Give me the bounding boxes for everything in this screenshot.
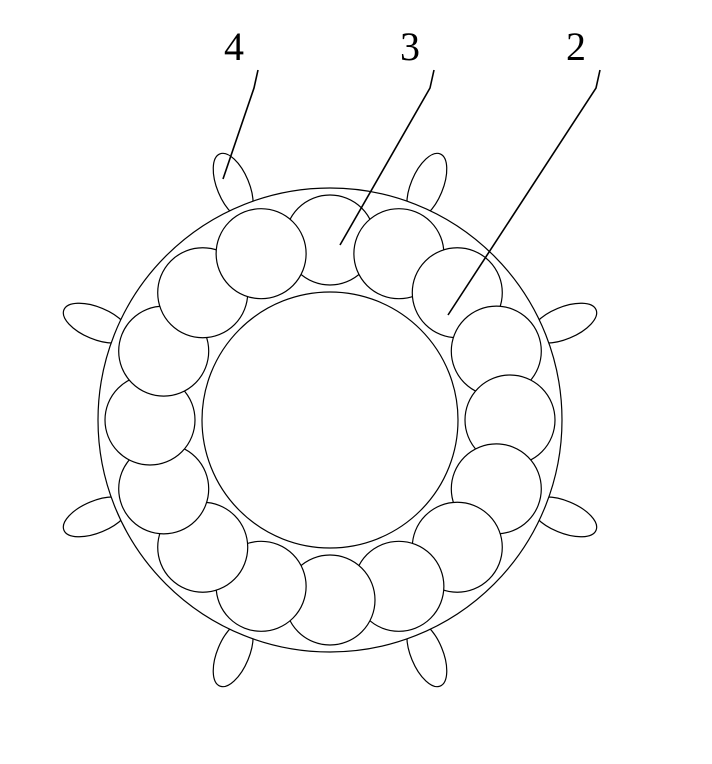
inner-ring bbox=[202, 292, 458, 548]
label-2: 2 bbox=[566, 24, 586, 69]
balls-layer bbox=[105, 195, 555, 645]
label-4: 4 bbox=[224, 24, 244, 69]
leader-4 bbox=[223, 70, 258, 179]
label-3: 3 bbox=[400, 24, 420, 69]
ball bbox=[216, 209, 306, 299]
